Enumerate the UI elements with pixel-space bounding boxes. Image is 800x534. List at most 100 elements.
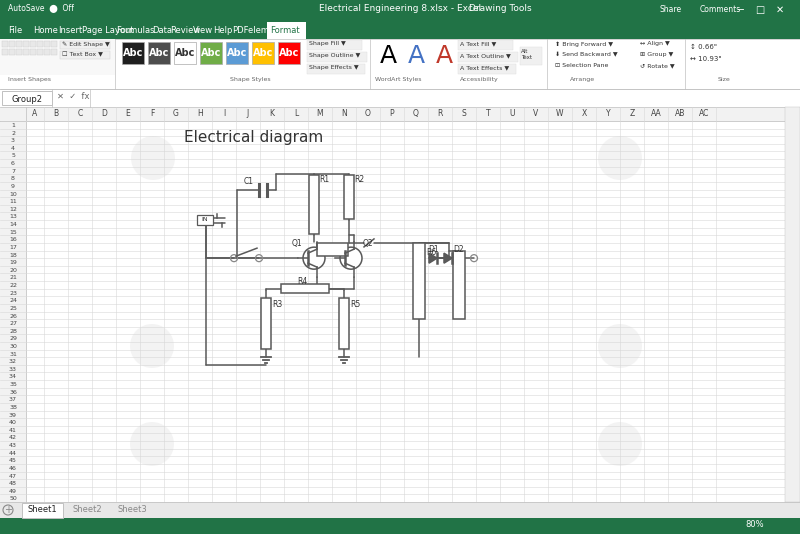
Text: Insert: Insert (58, 26, 82, 35)
Bar (0, 518, 800, 534)
Text: 4: 4 (11, 146, 15, 151)
Text: 48: 48 (9, 481, 17, 486)
Text: H: H (197, 109, 203, 118)
Text: 28: 28 (9, 329, 17, 334)
Text: ⬇ Send Backward ▼: ⬇ Send Backward ▼ (555, 52, 618, 57)
Bar (520, 47, 542, 65)
Text: Sheet2: Sheet2 (72, 505, 102, 514)
Bar (44, 41, 50, 47)
Text: 26: 26 (9, 313, 17, 318)
Text: ⬆ Bring Forward ▼: ⬆ Bring Forward ▼ (555, 41, 613, 46)
Text: 41: 41 (9, 428, 17, 433)
Circle shape (598, 136, 642, 180)
Text: U: U (510, 109, 514, 118)
Text: 17: 17 (9, 245, 17, 250)
Text: 10: 10 (9, 192, 17, 197)
Text: Q2: Q2 (363, 239, 374, 248)
Text: Shape Fill ▼: Shape Fill ▼ (309, 41, 346, 46)
Text: Q1: Q1 (292, 239, 302, 248)
Text: A: A (380, 44, 397, 68)
Circle shape (131, 136, 175, 180)
Text: B: B (54, 109, 58, 118)
Text: V: V (534, 109, 538, 118)
Circle shape (303, 247, 325, 269)
Bar (0, 39, 115, 75)
Bar (267, 22, 306, 39)
Text: 49: 49 (9, 489, 17, 494)
Bar (44, 49, 50, 55)
Text: ✎ Edit Shape ▼: ✎ Edit Shape ▼ (62, 42, 110, 48)
Text: A: A (436, 44, 453, 68)
Text: Insert Shapes: Insert Shapes (8, 77, 51, 82)
Text: R3: R3 (272, 300, 282, 309)
Text: 44: 44 (9, 451, 17, 456)
Bar (0, 121, 26, 502)
Text: 50: 50 (9, 497, 17, 501)
Bar (2, 49, 8, 55)
Bar (2, 91, 52, 105)
Text: A Text Outline ▼: A Text Outline ▼ (460, 53, 510, 58)
Text: D2: D2 (453, 245, 464, 254)
Text: 19: 19 (9, 260, 17, 265)
Text: AC: AC (699, 109, 709, 118)
Polygon shape (429, 253, 437, 263)
Text: File: File (8, 26, 22, 35)
Text: Review: Review (170, 26, 200, 35)
Bar (51, 49, 57, 55)
Bar (453, 250, 465, 319)
Text: 15: 15 (9, 230, 17, 234)
Text: ✕  ✓  fx: ✕ ✓ fx (57, 92, 90, 101)
Text: Shape Outline ▼: Shape Outline ▼ (309, 53, 360, 58)
Bar (23, 49, 29, 55)
Text: ☐ Text Box ▼: ☐ Text Box ▼ (62, 52, 103, 57)
Text: Comments: Comments (700, 5, 742, 14)
Text: R1: R1 (319, 175, 329, 184)
Text: 3: 3 (11, 138, 15, 143)
Circle shape (340, 247, 362, 269)
Bar (252, 42, 274, 64)
Text: 1: 1 (11, 123, 15, 128)
Text: T: T (486, 109, 490, 118)
Text: Alt
Text: Alt Text (521, 49, 532, 60)
Text: J: J (247, 109, 249, 118)
Text: N: N (341, 109, 347, 118)
Text: AB: AB (675, 109, 685, 118)
Text: 36: 36 (9, 390, 17, 395)
Text: E: E (126, 109, 130, 118)
Bar (200, 42, 222, 64)
Bar (458, 40, 513, 50)
Text: Accessibility: Accessibility (460, 77, 498, 82)
Text: S: S (462, 109, 466, 118)
Text: Page Layout: Page Layout (82, 26, 134, 35)
Bar (0, 39, 800, 89)
Text: Data: Data (152, 26, 172, 35)
Circle shape (598, 324, 642, 368)
Text: Electrical Engineering 8.xlsx - Excel: Electrical Engineering 8.xlsx - Excel (319, 4, 481, 13)
Text: Group2: Group2 (11, 95, 42, 104)
Text: Size: Size (718, 77, 730, 82)
Bar (309, 175, 319, 234)
Text: +: + (4, 505, 12, 515)
Bar (458, 52, 518, 62)
Text: A: A (32, 109, 38, 118)
Text: X: X (582, 109, 586, 118)
Text: 34: 34 (9, 374, 17, 380)
Text: D: D (101, 109, 107, 118)
Text: AA: AA (650, 109, 662, 118)
Bar (51, 41, 57, 47)
Text: ✕: ✕ (776, 5, 784, 15)
Text: Abc: Abc (279, 48, 299, 58)
Text: 46: 46 (9, 466, 17, 471)
Bar (458, 64, 516, 74)
Text: 24: 24 (9, 299, 17, 303)
Text: W: W (556, 109, 564, 118)
Text: ↺ Rotate ▼: ↺ Rotate ▼ (640, 63, 674, 68)
Text: 80%: 80% (745, 520, 764, 529)
Bar (413, 243, 425, 319)
Text: Abc: Abc (123, 48, 143, 58)
Text: 47: 47 (9, 474, 17, 478)
Text: R2: R2 (354, 175, 364, 184)
Circle shape (598, 422, 642, 466)
Text: Help: Help (213, 26, 232, 35)
Text: L: L (294, 109, 298, 118)
